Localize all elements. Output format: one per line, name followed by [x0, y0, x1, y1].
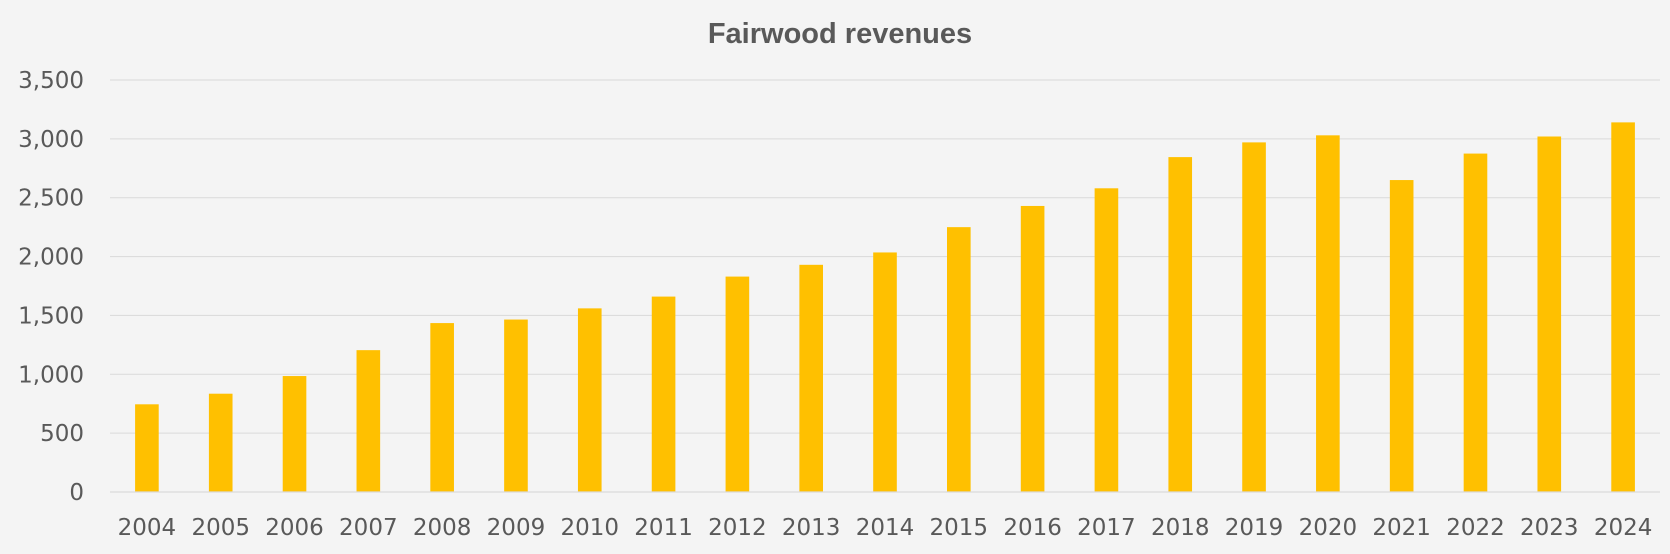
y-axis-tick-labels: 0 500 1,000 1,500 2,000 2,500 3,000 3,500	[18, 68, 84, 506]
x-tick-label: 2016	[1003, 515, 1062, 541]
chart-title: Fairwood revenues	[708, 18, 972, 50]
x-tick-label: 2012	[708, 515, 767, 541]
y-tick-label: 2,000	[18, 245, 84, 271]
bar-2005	[208, 393, 233, 492]
bar-2013	[799, 264, 823, 492]
x-tick-label: 2021	[1372, 515, 1431, 541]
y-tick-label: 1,000	[18, 362, 84, 388]
x-tick-label: 2007	[339, 515, 398, 541]
x-tick-label: 2022	[1446, 515, 1505, 541]
x-tick-label: 2017	[1077, 515, 1136, 541]
y-tick-label: 0	[69, 480, 84, 506]
bar-2016	[1020, 205, 1045, 492]
bar-2010	[577, 308, 602, 492]
bar-2015	[947, 227, 971, 492]
y-tick-label: 1,500	[18, 303, 84, 329]
bar-2024	[1611, 122, 1635, 493]
bar-2020	[1316, 135, 1340, 492]
x-tick-label: 2013	[782, 515, 841, 541]
bar-2019	[1242, 142, 1266, 493]
bars	[135, 122, 1635, 493]
x-tick-label: 2024	[1594, 515, 1653, 541]
x-tick-label: 2010	[560, 515, 619, 541]
x-tick-label: 2018	[1151, 515, 1210, 541]
bar-2009	[504, 319, 528, 492]
x-tick-label: 2023	[1520, 515, 1579, 541]
x-tick-label: 2006	[265, 515, 324, 541]
x-axis-tick-labels: 2004 2005 2006 2007 2008 2009 2010 2011 2012 2013…	[118, 515, 1653, 541]
x-tick-label: 2008	[413, 515, 472, 541]
x-tick-label: 2009	[487, 515, 546, 541]
bar-2023	[1537, 136, 1562, 492]
y-tick-label: 2,500	[18, 186, 84, 212]
bar-2017	[1094, 188, 1119, 492]
bar-2011	[651, 296, 676, 492]
bar-2014	[873, 252, 897, 492]
bar-2022	[1463, 153, 1488, 493]
x-tick-label: 2020	[1299, 515, 1358, 541]
bar-2012	[725, 276, 750, 492]
x-tick-label: 2005	[191, 515, 250, 541]
bar-2018	[1168, 157, 1193, 493]
x-tick-label: 2015	[930, 515, 989, 541]
y-tick-label: 3,500	[18, 68, 84, 94]
bar-2006	[282, 376, 307, 492]
x-tick-label: 2019	[1225, 515, 1284, 541]
bar-2004	[135, 404, 159, 492]
x-tick-label: 2004	[118, 515, 177, 541]
y-tick-label: 3,000	[18, 127, 84, 153]
x-tick-label: 2011	[634, 515, 693, 541]
y-tick-label: 500	[40, 421, 84, 447]
bar-2007	[356, 350, 381, 492]
bar-2021	[1389, 180, 1414, 493]
bar-2008	[430, 323, 454, 492]
x-tick-label: 2014	[856, 515, 915, 541]
